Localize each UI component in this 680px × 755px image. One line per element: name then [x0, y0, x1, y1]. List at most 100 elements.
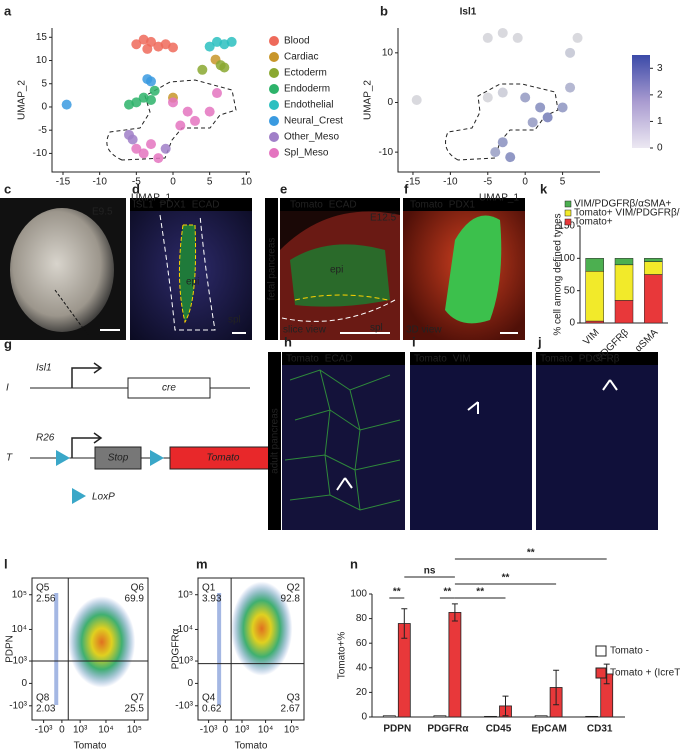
epithelium	[290, 244, 390, 307]
error-bar	[502, 695, 509, 717]
quadrant-value: 2.56	[36, 594, 56, 605]
x-tick-label: VIM	[581, 327, 601, 347]
x-tick-label: 0	[223, 725, 229, 736]
significance: **	[502, 573, 510, 584]
cre-box	[127, 377, 211, 399]
y-tick-label: 15	[36, 32, 48, 43]
quadrant-value: 2.03	[36, 704, 56, 715]
promoter-arrow	[71, 432, 103, 458]
legend-label: Tomato+ VIM/PDGFRβ/αSMA+	[574, 208, 680, 219]
legend-swatch	[564, 209, 572, 217]
x-tick-label: -15	[406, 177, 421, 188]
label-bar	[536, 352, 658, 365]
loxp-legend	[72, 488, 86, 504]
label-bar	[280, 198, 400, 211]
y-tick-label: -10³	[9, 700, 27, 711]
legend-label: Tomato+	[574, 217, 613, 228]
y-tick-label: 10	[382, 47, 394, 58]
x-tick-label: 10	[241, 177, 253, 188]
legend-swatch	[269, 100, 279, 110]
label-bar	[403, 198, 525, 211]
error-bar	[401, 608, 408, 639]
panel-letter: h	[284, 334, 292, 349]
stain-label: ECAD	[325, 354, 353, 365]
legend-label: Endothelial	[284, 100, 333, 111]
quadrant-name: Q5	[36, 583, 50, 594]
embryo	[10, 208, 114, 332]
cell-borders	[284, 369, 401, 511]
ecad-image	[282, 352, 405, 530]
point	[219, 62, 230, 73]
panel-letter: j	[537, 334, 542, 349]
legend-label: Ectoderm	[284, 68, 327, 79]
y-tick-label: 50	[564, 285, 576, 296]
y-tick-label: 60	[356, 638, 368, 649]
point	[482, 32, 493, 43]
legend-label: Blood	[284, 36, 310, 47]
point	[572, 32, 583, 43]
quadrant-value: 25.5	[125, 704, 145, 715]
legend-swatch	[269, 132, 279, 142]
label: LoxP	[92, 492, 115, 503]
y-tick-label: 10³	[179, 656, 194, 667]
stain-label: PDGFRβ	[579, 354, 620, 365]
y-tick-label: -10	[379, 147, 394, 158]
point	[131, 39, 142, 50]
chart-title: Isl1	[460, 7, 477, 18]
y-axis-title: PDGFRα	[171, 628, 182, 669]
x-tick-label: 10⁵	[127, 725, 142, 736]
outline	[281, 299, 396, 322]
y-axis-title: Tomato+%	[337, 632, 348, 680]
legend-swatch	[595, 645, 607, 657]
point	[497, 87, 508, 98]
legend-swatch	[564, 200, 572, 208]
y-tick-label: 0	[361, 712, 367, 723]
label-bar	[410, 352, 532, 365]
y-axis-title: UMAP_2	[17, 80, 28, 120]
label: epi	[330, 265, 343, 276]
point	[204, 41, 215, 52]
legend-label: Neural_Crest	[284, 116, 343, 127]
bar	[484, 715, 497, 718]
legend-label: VIM/PDGFRβ/αSMA+	[574, 199, 672, 210]
point	[497, 27, 508, 38]
x-tick-label: -15	[56, 177, 71, 188]
y-tick-label: 150	[558, 221, 575, 232]
label: epi	[186, 277, 199, 288]
panel-letter: k	[540, 181, 548, 196]
y-tick-label: 0	[187, 678, 193, 689]
panel-letter: c	[4, 181, 11, 196]
outline	[445, 83, 559, 161]
density-cloud	[231, 581, 293, 676]
legend-label: Tomato + (IcreT)	[610, 668, 680, 679]
stain-label: Tomato	[414, 354, 447, 365]
point	[146, 95, 156, 105]
density-cloud	[68, 596, 136, 688]
point	[149, 85, 160, 96]
point	[160, 143, 171, 154]
panel-letter: i	[412, 334, 416, 349]
y-tick-label: 10⁵	[12, 589, 27, 600]
point	[512, 32, 523, 43]
y-tick-label: -10	[33, 148, 48, 159]
x-axis-title: Tomato	[74, 741, 107, 752]
quadrant-value: 2.67	[281, 704, 301, 715]
point	[565, 47, 576, 58]
quadrant-value: 92.8	[281, 594, 301, 605]
stain-label: Tomato	[290, 200, 323, 211]
bar	[382, 715, 396, 718]
stain-label: ISL1	[133, 200, 154, 211]
y-axis-title: UMAP_2	[363, 80, 374, 120]
y-tick-label: 20	[356, 687, 368, 698]
vim-image	[410, 352, 532, 530]
outline	[159, 214, 216, 331]
section-line	[54, 289, 89, 336]
colorbar-label: 0	[657, 143, 663, 154]
point	[226, 36, 237, 47]
x-tick-label: 10⁴	[258, 725, 273, 736]
point	[505, 152, 516, 163]
error-bar	[451, 603, 458, 622]
arrow	[336, 477, 353, 491]
panel-letter: a	[4, 3, 12, 18]
bar	[585, 258, 604, 272]
